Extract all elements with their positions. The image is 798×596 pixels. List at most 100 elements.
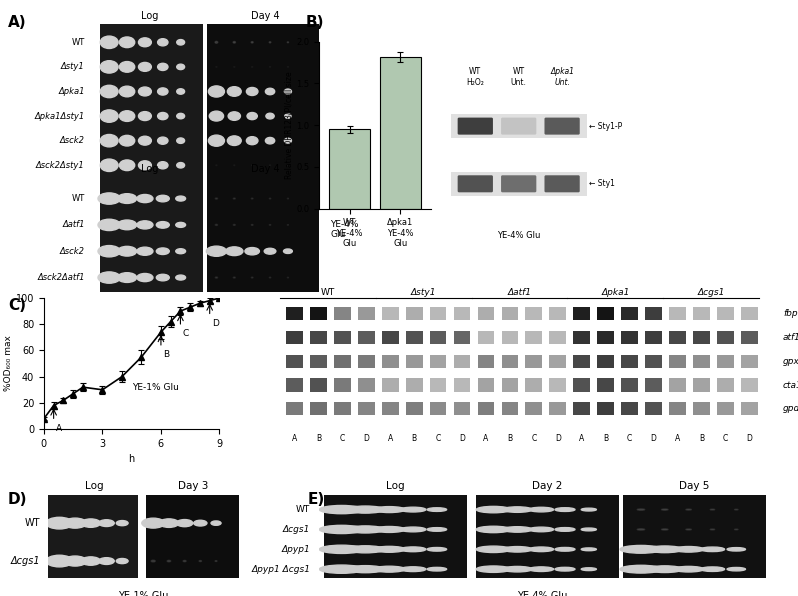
Circle shape — [184, 560, 186, 561]
Circle shape — [234, 165, 235, 166]
Bar — [429, 378, 446, 392]
Text: cta1: cta1 — [783, 380, 798, 390]
Text: gpd1: gpd1 — [783, 404, 798, 414]
Circle shape — [98, 193, 120, 204]
Circle shape — [158, 137, 168, 144]
Circle shape — [176, 163, 184, 168]
Circle shape — [674, 547, 704, 552]
Circle shape — [176, 89, 184, 94]
Bar — [741, 355, 757, 368]
Circle shape — [373, 526, 405, 532]
Bar — [310, 355, 327, 368]
Text: fbp1: fbp1 — [783, 309, 798, 318]
Text: Day 5: Day 5 — [679, 480, 709, 491]
Circle shape — [674, 566, 704, 572]
Circle shape — [270, 165, 271, 166]
Bar — [501, 307, 518, 320]
Text: B: B — [412, 434, 417, 443]
Circle shape — [227, 86, 241, 97]
Bar — [453, 355, 470, 368]
Bar — [334, 331, 351, 344]
Text: C: C — [531, 434, 536, 443]
Bar — [405, 355, 423, 368]
Circle shape — [176, 196, 186, 201]
Circle shape — [101, 85, 118, 98]
Bar — [405, 307, 423, 320]
Bar — [597, 331, 614, 344]
Circle shape — [319, 565, 364, 573]
Circle shape — [503, 547, 532, 552]
Bar — [358, 378, 375, 392]
Bar — [525, 378, 542, 392]
Circle shape — [176, 222, 186, 228]
Circle shape — [285, 114, 291, 118]
Circle shape — [156, 248, 169, 254]
Circle shape — [158, 113, 168, 120]
Circle shape — [427, 548, 447, 551]
Bar — [429, 402, 446, 415]
Circle shape — [346, 506, 385, 513]
Circle shape — [215, 41, 218, 44]
Text: C: C — [436, 434, 440, 443]
Bar — [451, 172, 587, 195]
Bar — [669, 402, 685, 415]
Text: Δcgs1: Δcgs1 — [282, 525, 310, 534]
Circle shape — [156, 222, 169, 228]
Bar — [621, 402, 638, 415]
Circle shape — [727, 567, 745, 571]
Bar — [549, 331, 566, 344]
Circle shape — [247, 113, 257, 120]
Bar — [525, 402, 542, 415]
Bar — [101, 24, 203, 179]
Circle shape — [735, 529, 738, 530]
Circle shape — [216, 165, 217, 166]
Circle shape — [270, 277, 271, 278]
Text: Δsck2: Δsck2 — [60, 136, 85, 145]
Text: Δpyp1 Δcgs1: Δpyp1 Δcgs1 — [251, 564, 310, 574]
Circle shape — [139, 161, 152, 170]
Bar — [330, 129, 370, 209]
Circle shape — [233, 42, 235, 43]
Circle shape — [81, 557, 101, 565]
Circle shape — [287, 165, 288, 166]
Circle shape — [701, 547, 725, 551]
Circle shape — [142, 518, 164, 528]
Bar — [549, 402, 566, 415]
Circle shape — [266, 88, 275, 95]
Text: YE-4%
Glu: YE-4% Glu — [330, 220, 359, 240]
Circle shape — [476, 546, 511, 552]
Bar — [597, 402, 614, 415]
Text: B: B — [316, 434, 321, 443]
Text: D: D — [650, 434, 657, 443]
Bar — [597, 355, 614, 368]
Text: YE-4% Glu: YE-4% Glu — [497, 231, 540, 240]
Circle shape — [503, 527, 532, 532]
Bar — [621, 378, 638, 392]
Circle shape — [476, 566, 511, 572]
Circle shape — [251, 42, 253, 43]
Circle shape — [120, 135, 135, 146]
Bar — [207, 179, 319, 292]
Circle shape — [529, 507, 554, 512]
Bar — [405, 402, 423, 415]
Circle shape — [120, 160, 135, 170]
Circle shape — [176, 39, 184, 45]
Bar — [669, 378, 685, 392]
Circle shape — [727, 548, 745, 551]
Circle shape — [270, 198, 271, 199]
Circle shape — [581, 568, 596, 570]
Text: C: C — [340, 434, 345, 443]
Bar — [310, 331, 327, 344]
Text: D: D — [555, 434, 561, 443]
Circle shape — [401, 567, 426, 572]
Circle shape — [266, 113, 275, 119]
Circle shape — [284, 89, 291, 94]
Text: D: D — [211, 319, 219, 328]
Y-axis label: %OD₆₀₀ max: %OD₆₀₀ max — [4, 336, 13, 392]
Circle shape — [401, 527, 426, 532]
Circle shape — [227, 136, 241, 145]
Bar — [101, 179, 203, 292]
Circle shape — [46, 517, 73, 529]
Bar — [453, 307, 470, 320]
Circle shape — [529, 527, 554, 532]
